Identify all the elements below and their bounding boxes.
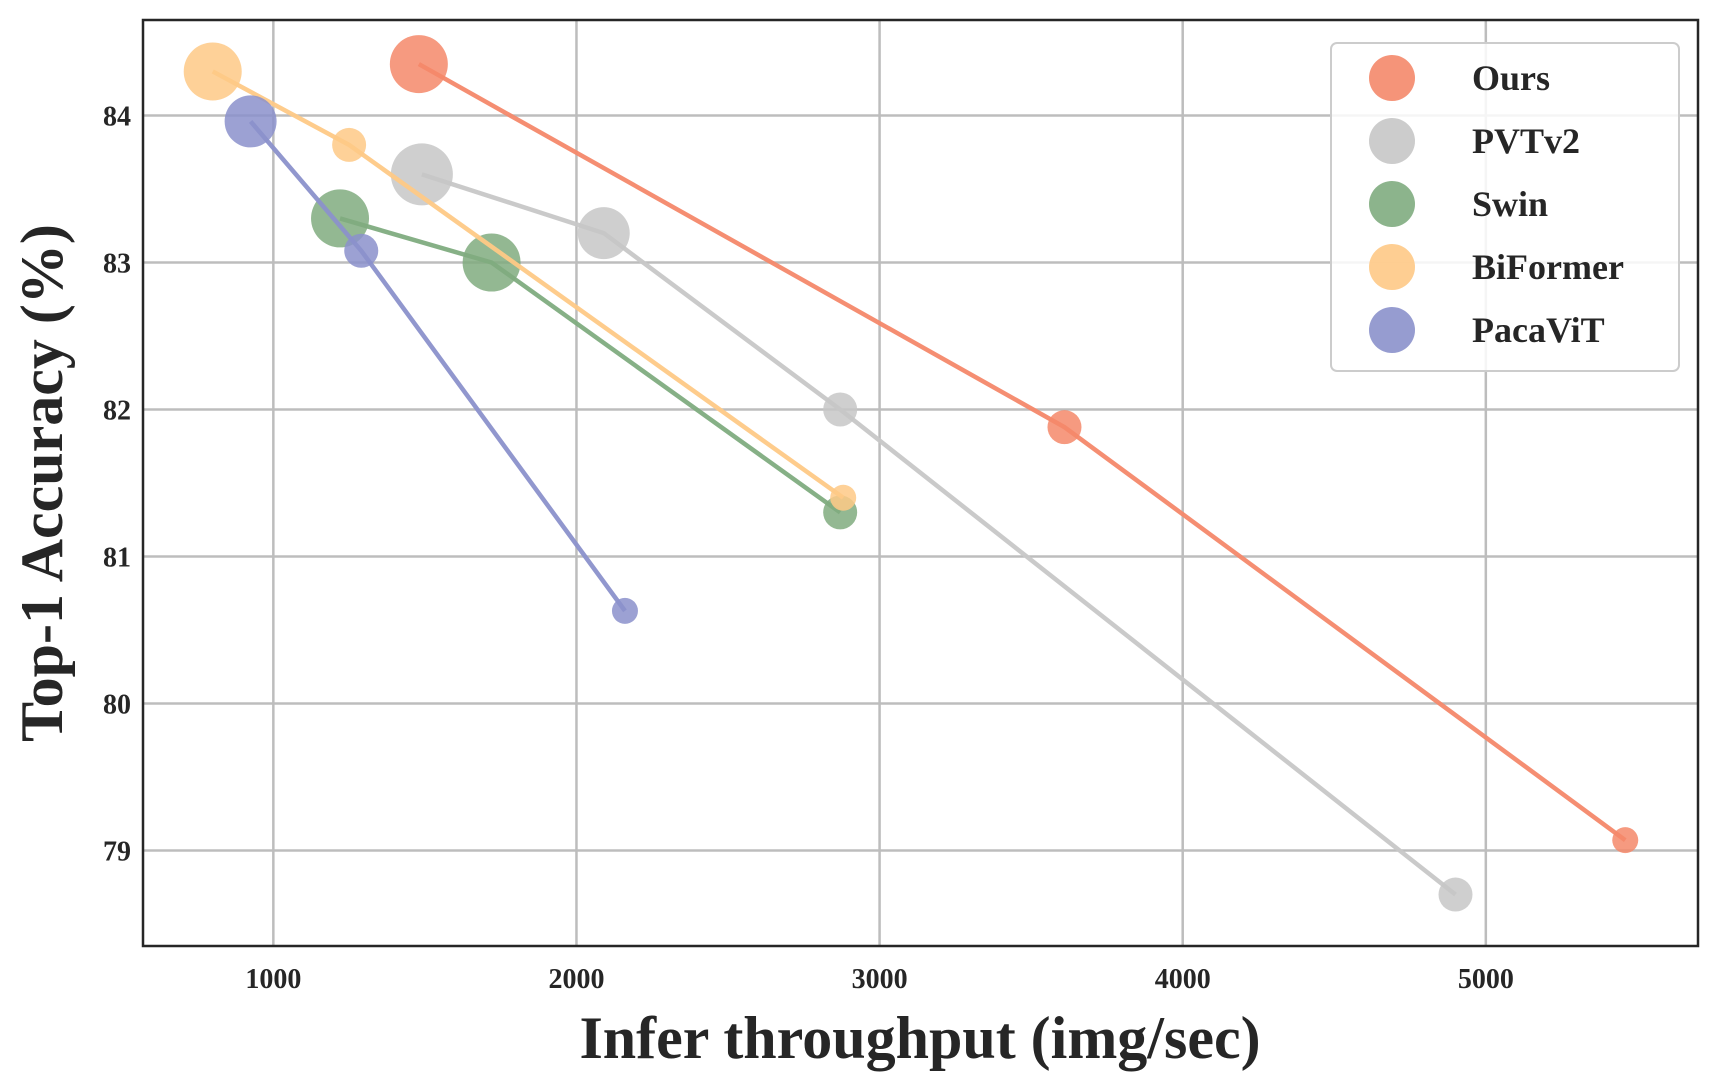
y-tick-label-79: 79 bbox=[103, 836, 131, 867]
legend-label-ours: Ours bbox=[1472, 58, 1550, 98]
data-point-pvtv2-2 bbox=[577, 207, 630, 260]
legend-box bbox=[1330, 42, 1680, 372]
data-point-pacavit-1 bbox=[224, 95, 277, 148]
data-point-ours-1 bbox=[389, 35, 448, 94]
legend-marker-biformer bbox=[1369, 244, 1415, 290]
data-point-pvtv2-1 bbox=[390, 143, 453, 206]
legend-label-pacavit: PacaViT bbox=[1472, 310, 1605, 350]
plot-frame bbox=[141, 18, 1700, 948]
data-point-pacavit-2 bbox=[344, 233, 379, 268]
x-tick-label-1000: 1000 bbox=[245, 964, 301, 995]
series-pacavit bbox=[224, 95, 638, 624]
series-ours bbox=[389, 35, 1639, 854]
data-point-swin-2 bbox=[462, 233, 521, 292]
x-tick-label-5000: 5000 bbox=[1458, 964, 1514, 995]
data-point-ours-2 bbox=[1047, 410, 1082, 445]
y-tick-label-82: 82 bbox=[103, 396, 131, 427]
series-line-biformer bbox=[211, 69, 845, 500]
legend-marker-swin bbox=[1369, 181, 1415, 227]
x-tick-label-4000: 4000 bbox=[1155, 964, 1211, 995]
series-line-pvtv2 bbox=[421, 172, 1457, 897]
y-tick-label-83: 83 bbox=[103, 249, 131, 280]
series-swin bbox=[311, 189, 858, 530]
legend: Ours PVTv2 Swin BiFormer PacaViT bbox=[1330, 42, 1680, 372]
data-point-biformer-1 bbox=[183, 42, 242, 101]
series-biformer bbox=[183, 42, 857, 511]
legend-label-biformer: BiFormer bbox=[1472, 247, 1624, 287]
x-axis-title: Infer throughput (img/sec) bbox=[579, 1005, 1260, 1071]
data-point-pvtv2-3 bbox=[823, 392, 858, 427]
legend-marker-pvtv2 bbox=[1369, 118, 1415, 164]
legend-marker-ours bbox=[1369, 55, 1415, 101]
y-tick-label-81: 81 bbox=[103, 542, 131, 573]
legend-label-swin: Swin bbox=[1472, 184, 1548, 224]
series-pvtv2 bbox=[390, 143, 1473, 912]
data-point-pvtv2-4 bbox=[1438, 877, 1473, 912]
legend-marker-pacavit bbox=[1369, 307, 1415, 353]
data-point-pacavit-3 bbox=[611, 597, 638, 624]
y-tick-label-80: 80 bbox=[103, 689, 131, 720]
data-point-biformer-3 bbox=[830, 484, 857, 511]
data-point-swin-1 bbox=[311, 189, 370, 248]
x-tick-label-2000: 2000 bbox=[548, 964, 604, 995]
data-point-ours-3 bbox=[1612, 827, 1639, 854]
tick-labels: 1000 2000 3000 4000 5000 79 80 81 82 83 84 bbox=[103, 102, 1514, 995]
y-axis-title: Top-1 Accuracy (%) bbox=[9, 224, 75, 742]
series-layer bbox=[183, 35, 1639, 912]
x-tick-label-3000: 3000 bbox=[852, 964, 908, 995]
data-point-biformer-2 bbox=[332, 127, 367, 162]
legend-label-pvtv2: PVTv2 bbox=[1472, 121, 1580, 161]
y-tick-label-84: 84 bbox=[103, 102, 131, 133]
